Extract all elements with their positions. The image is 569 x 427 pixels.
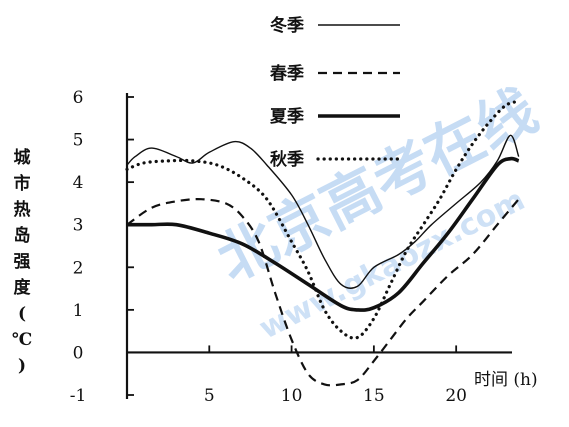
series-line-dotted [125,99,521,340]
legend-label: 春季 [270,63,304,84]
x-tick-label: 15 [363,386,385,406]
series-line-thick-solid [127,156,520,312]
y-tick-label: 0 [73,343,84,363]
x-tick-label: 10 [281,386,303,406]
y-tick-label: 2 [73,258,84,278]
series-line-thin-solid [126,134,520,289]
legend-label: 夏季 [270,106,304,127]
y-tick-label: 5 [73,131,84,151]
y-tick-label: -1 [70,386,87,406]
y-tick-label: 1 [73,301,84,321]
x-tick-label: 5 [204,386,215,406]
x-tick-label: 20 [445,386,467,406]
tick-labels: -1 0 1 2 3 4 5 6 5 10 15 20 [70,88,467,406]
x-axis-label: 时间 (h) [474,370,538,390]
y-tick-label: 6 [73,88,84,108]
y-axis-label: 城市热岛强度(℃) [12,148,32,376]
series-lines [125,99,521,387]
legend-label: 秋季 [270,149,304,170]
y-tick-label: 4 [73,173,84,193]
legend-label: 冬季 [270,15,304,36]
series-line-dashed [126,198,520,387]
y-tick-label: 3 [73,216,84,236]
